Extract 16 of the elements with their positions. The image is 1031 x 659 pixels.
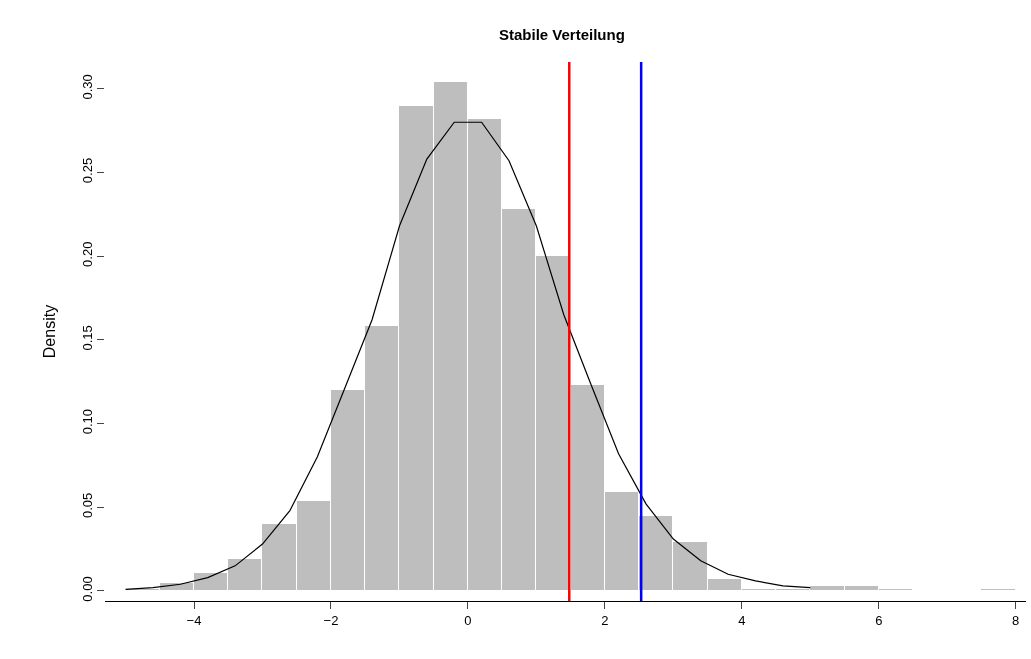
y-axis-title: Density [40, 304, 58, 359]
y-tick-label: 0.10 [79, 408, 95, 435]
x-tick-label: 8 [1012, 612, 1020, 628]
x-tick-label: −2 [323, 612, 339, 628]
x-tick-label: 0 [464, 612, 472, 628]
y-tick-label: 0.25 [79, 157, 95, 184]
y-tick-label: 0.20 [79, 241, 95, 267]
x-tick-label: 4 [738, 612, 746, 628]
x-tick-label: −4 [186, 612, 202, 628]
y-tick-label: 0.00 [79, 576, 95, 602]
x-tick-label: 2 [601, 612, 609, 628]
x-tick-label: 6 [875, 612, 883, 628]
chart-title: Stabile Verteilung [498, 26, 625, 44]
y-tick-label: 0.15 [79, 325, 95, 351]
y-tick-label: 0.05 [79, 492, 95, 518]
y-tick-label: 0.30 [79, 74, 95, 100]
